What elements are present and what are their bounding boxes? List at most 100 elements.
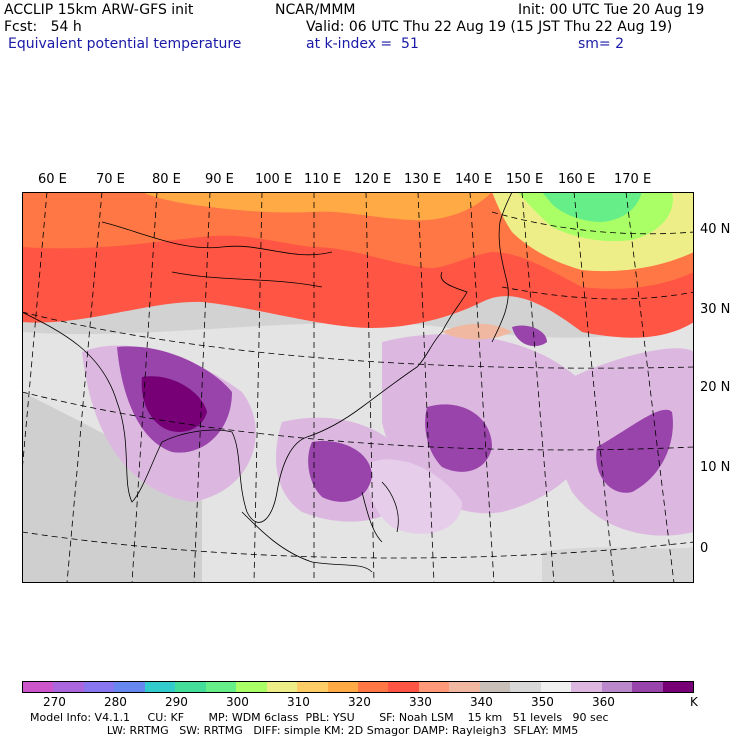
meridian xyxy=(417,192,435,583)
colorbar-swatch xyxy=(388,682,419,692)
purple-region-philippines xyxy=(368,459,462,534)
lon-label: 80 E xyxy=(152,172,181,187)
lon-label: 70 E xyxy=(96,172,125,187)
dark-core-east xyxy=(596,409,673,493)
warm-band-light xyxy=(142,192,492,221)
indian-ocean-field xyxy=(22,392,202,583)
colorbar-swatch xyxy=(510,682,541,692)
lat-label: 10 N xyxy=(700,460,731,475)
japan-coast xyxy=(491,192,513,343)
k-index: at k-index = 51 xyxy=(306,36,419,52)
smoothing: sm= 2 xyxy=(578,36,625,52)
colorbar-swatch xyxy=(418,682,450,692)
colorbar-swatch xyxy=(449,682,480,692)
dark-core-wpac xyxy=(425,404,492,472)
meridian xyxy=(193,192,211,583)
model-title: ACCLIP 15km ARW-GFS init xyxy=(4,2,194,18)
colorbar-swatch xyxy=(144,682,176,692)
coastlines xyxy=(22,192,513,573)
colorbar-swatch xyxy=(236,682,267,692)
forecast-hour: Fcst: 54 h xyxy=(4,19,82,35)
model-info-line1: Model Info: V4.1.1 CU: KF MP: WDM 6class… xyxy=(30,711,609,724)
colorbar-tick: 350 xyxy=(531,695,554,709)
colorbar-swatch xyxy=(53,682,84,692)
valid-time: Valid: 06 UTC Thu 22 Aug 19 (15 JST Thu … xyxy=(306,19,673,35)
southern-field xyxy=(542,547,694,583)
colorbar-swatch xyxy=(266,682,298,692)
map-frame xyxy=(22,192,694,583)
green-core-ne xyxy=(542,192,642,222)
meridian xyxy=(365,192,375,583)
meridian xyxy=(521,192,555,583)
meridian xyxy=(469,192,495,583)
lat-label: 20 N xyxy=(700,380,731,395)
meridian xyxy=(131,192,158,583)
lon-label: 150 E xyxy=(506,172,544,187)
colorbar-tick: 330 xyxy=(409,695,432,709)
deep-core-bay-of-bengal xyxy=(141,376,207,432)
colorbar-tick: 300 xyxy=(226,695,249,709)
colorbar-swatch xyxy=(327,682,358,692)
meridian xyxy=(22,192,48,473)
colorbar-tick: 320 xyxy=(348,695,371,709)
transition-zone xyxy=(442,323,512,340)
colorbar xyxy=(22,681,694,693)
lon-label: 170 E xyxy=(614,172,652,187)
field-name: Equivalent potential temperature xyxy=(8,36,242,52)
dark-core-japan xyxy=(512,325,547,347)
graticule xyxy=(22,192,694,583)
colorbar-swatch xyxy=(662,682,693,692)
korea-coast xyxy=(440,271,468,333)
organization: NCAR/MMM xyxy=(275,2,356,18)
colorbar-tick: 340 xyxy=(470,695,493,709)
lon-label: 130 E xyxy=(404,172,442,187)
lat-label: 0 xyxy=(700,541,709,556)
philippines-coast xyxy=(361,481,399,543)
colorbar-tick: 310 xyxy=(287,695,310,709)
colorbar-swatch xyxy=(205,682,237,692)
colorbar-unit: K xyxy=(690,695,698,709)
meridian xyxy=(253,192,263,583)
theta-e-map xyxy=(22,192,694,583)
border-lines xyxy=(101,221,333,288)
lat-label: 40 N xyxy=(700,222,731,237)
colorbar-swatch xyxy=(601,682,633,692)
lat-label: 30 N xyxy=(700,302,731,317)
colorbar-swatch xyxy=(23,682,54,692)
borneo-coast xyxy=(241,511,373,573)
colorbar-swatch xyxy=(114,682,145,692)
purple-region-wpac xyxy=(382,334,598,514)
colorbar-tick: 280 xyxy=(104,695,127,709)
lon-label: 160 E xyxy=(558,172,596,187)
lon-label: 110 E xyxy=(304,172,342,187)
colorbar-swatch xyxy=(175,682,206,692)
lon-label: 140 E xyxy=(455,172,493,187)
colorbar-tick: 360 xyxy=(592,695,615,709)
india-coast xyxy=(22,311,163,503)
init-time: Init: 00 UTC Tue 20 Aug 19 xyxy=(518,2,705,18)
parallel-30n xyxy=(501,286,694,300)
china-coast xyxy=(306,331,443,438)
indochina-coast xyxy=(161,429,308,523)
meridian xyxy=(625,192,675,583)
colorbar-tick: 290 xyxy=(165,695,188,709)
meridian xyxy=(573,192,615,583)
parallel-40n xyxy=(491,211,694,235)
colorbar-swatch xyxy=(83,682,115,692)
colorbar-swatch xyxy=(540,682,572,692)
parallel-10n xyxy=(22,391,694,451)
lon-label: 60 E xyxy=(38,172,67,187)
colorbar-swatch xyxy=(632,682,663,692)
lon-label: 90 E xyxy=(205,172,234,187)
dark-core-scs xyxy=(308,441,372,502)
lon-label: 100 E xyxy=(255,172,293,187)
colorbar-swatch xyxy=(479,682,511,692)
parallel-20n xyxy=(22,311,694,369)
colorbar-swatch xyxy=(297,682,328,692)
colorbar-swatch xyxy=(357,682,389,692)
lon-label: 120 E xyxy=(354,172,392,187)
colorbar-tick: 270 xyxy=(43,695,66,709)
meridian xyxy=(66,192,103,583)
colorbar-swatch xyxy=(571,682,602,692)
model-info-line2: LW: RRTMG SW: RRTMG DIFF: simple KM: 2D … xyxy=(30,724,579,737)
